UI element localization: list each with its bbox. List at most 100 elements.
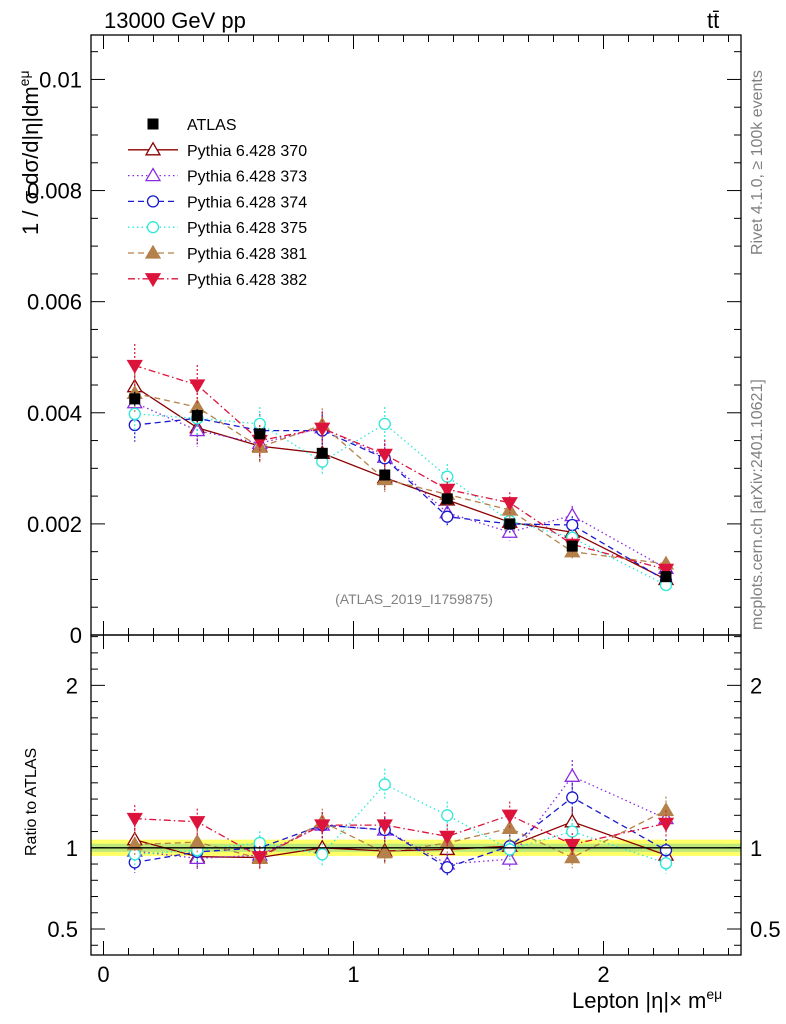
analysis-label: (ATLAS_2019_I1759875) xyxy=(335,591,493,607)
legend-entry-p382: Pythia 6.428 382 xyxy=(128,272,307,289)
legend-entry-p373: Pythia 6.428 373 xyxy=(128,167,307,186)
main-y-tick-label: 0.008 xyxy=(27,179,82,204)
ratio-y-tick-label: 0.5 xyxy=(47,917,78,942)
ratio-point-p374 xyxy=(441,861,454,874)
ratio-point-p382 xyxy=(376,819,393,834)
axis-ticks: 0 1 2 0 0.002 0.004 0.006 0.008 0.01 0.5 0.5 1 1 2 2 xyxy=(27,35,781,987)
ratio-point-p381 xyxy=(189,833,206,848)
ratio-point-p373 xyxy=(564,768,581,782)
legend-entry-p370: Pythia 6.428 370 xyxy=(128,141,307,160)
ratio-point-p382 xyxy=(126,812,143,827)
main-point-p382 xyxy=(376,448,393,463)
x-tick-label: 1 xyxy=(347,962,359,987)
rivet-version-label: Rivet 4.1.0, ≥ 100k events xyxy=(749,70,766,255)
main-ylabel-sup: eμ xyxy=(16,70,32,86)
main-point-p375 xyxy=(441,470,454,483)
legend-marker xyxy=(144,273,162,288)
main-y-tick-label: 0.006 xyxy=(27,290,82,315)
main-point-atlas xyxy=(379,469,391,481)
x-axis-label-text: Lepton |η|× m xyxy=(572,988,706,1013)
main-series-p381 xyxy=(126,374,675,570)
x-axis-label: Lepton |η|× meμ xyxy=(572,986,722,1013)
legend-entry-atlas: ATLAS xyxy=(147,117,237,134)
main-point-atlas xyxy=(191,410,203,422)
ratio-y-tick-label: 1 xyxy=(66,836,78,861)
legend-entry-p381: Pythia 6.428 381 xyxy=(128,244,307,263)
legend-marker xyxy=(146,221,160,234)
legend-label: Pythia 6.428 370 xyxy=(187,143,307,160)
legend-label: Pythia 6.428 374 xyxy=(187,194,307,211)
ratio-y-tick-label: 2 xyxy=(66,673,78,698)
ratio-y-tick-label-right: 2 xyxy=(750,673,762,698)
x-tick-label: 0 xyxy=(97,962,109,987)
main-ylabel: 1 / σ dσ/d|η|dmeμ xyxy=(16,70,43,235)
main-ylabel-text: 1 / σ dσ/d|η|dm xyxy=(18,86,43,235)
ratio-point-p382 xyxy=(439,830,456,845)
ratio-point-p375 xyxy=(659,857,673,870)
legend-marker xyxy=(144,244,162,259)
x-axis-label-sup: eμ xyxy=(706,986,722,1002)
legend-label: Pythia 6.428 382 xyxy=(187,272,307,289)
ratio-point-p382 xyxy=(251,851,268,866)
main-line-p375 xyxy=(134,413,667,586)
main-series-p375 xyxy=(128,396,673,592)
ratio-point-p375 xyxy=(503,843,516,856)
main-series-p373 xyxy=(126,384,675,574)
main-series-p374 xyxy=(128,401,673,587)
ratio-point-p381 xyxy=(376,844,393,859)
ratio-point-p375 xyxy=(566,825,579,838)
ratio-y-tick-label-right: 1 xyxy=(750,836,762,861)
main-point-p382 xyxy=(314,422,331,437)
legend-label: Pythia 6.428 381 xyxy=(187,246,307,263)
main-point-p382 xyxy=(439,483,456,498)
main-point-atlas xyxy=(129,393,141,405)
ratio-point-p382 xyxy=(189,816,206,831)
main-point-p382 xyxy=(501,497,518,512)
ratio-point-p382 xyxy=(564,838,581,853)
ratio-point-p382 xyxy=(314,819,331,834)
ratio-point-p382 xyxy=(501,809,518,824)
main-point-p375 xyxy=(378,417,391,431)
ratio-y-tick-label-right: 0.5 xyxy=(750,917,781,942)
main-point-p375 xyxy=(128,407,141,421)
main-point-atlas xyxy=(254,428,266,440)
ratio-point-p381 xyxy=(126,836,143,851)
main-series-layer xyxy=(126,344,675,592)
ratio-point-p374 xyxy=(566,791,579,804)
main-point-p382 xyxy=(126,359,143,374)
ratio-point-p382 xyxy=(657,817,675,832)
ratio-point-p375 xyxy=(316,848,329,861)
main-point-p374 xyxy=(566,518,579,532)
ratio-point-p375 xyxy=(441,809,454,822)
ratio-series-p375 xyxy=(128,768,673,874)
main-series-atlas xyxy=(129,391,672,583)
ratio-ylabel: Ratio to ATLAS xyxy=(23,748,40,856)
legend-label: Pythia 6.428 373 xyxy=(187,169,307,186)
main-point-p382 xyxy=(657,563,675,578)
ratio-series-p382 xyxy=(126,801,675,868)
main-y-tick-label: 0.002 xyxy=(27,512,82,537)
legend-marker xyxy=(147,118,159,130)
main-point-p382 xyxy=(189,379,206,394)
legend: ATLAS Pythia 6.428 370 Pythia 6.428 373 Pyt… xyxy=(128,117,307,289)
main-point-p375 xyxy=(253,417,266,431)
legend-marker xyxy=(146,195,160,208)
main-y-tick-label: 0.01 xyxy=(39,67,82,92)
main-series-p370 xyxy=(126,366,675,586)
ratio-point-p381 xyxy=(564,849,581,864)
ratio-plot-frame xyxy=(90,634,742,956)
main-series-p382 xyxy=(126,344,675,578)
legend-marker xyxy=(144,141,162,156)
ratio-series-layer xyxy=(126,759,675,878)
ratio-point-p381 xyxy=(657,802,675,817)
legend-marker xyxy=(144,167,162,182)
energy-label: 13000 GeV pp xyxy=(104,8,246,33)
main-y-tick-label: 0.004 xyxy=(27,401,82,426)
main-point-atlas xyxy=(566,540,578,552)
main-line-p381 xyxy=(134,392,667,565)
main-point-atlas xyxy=(504,518,516,530)
x-tick-label: 2 xyxy=(597,962,609,987)
main-y-tick-label: 0 xyxy=(70,623,82,648)
legend-entry-p374: Pythia 6.428 374 xyxy=(128,194,307,211)
